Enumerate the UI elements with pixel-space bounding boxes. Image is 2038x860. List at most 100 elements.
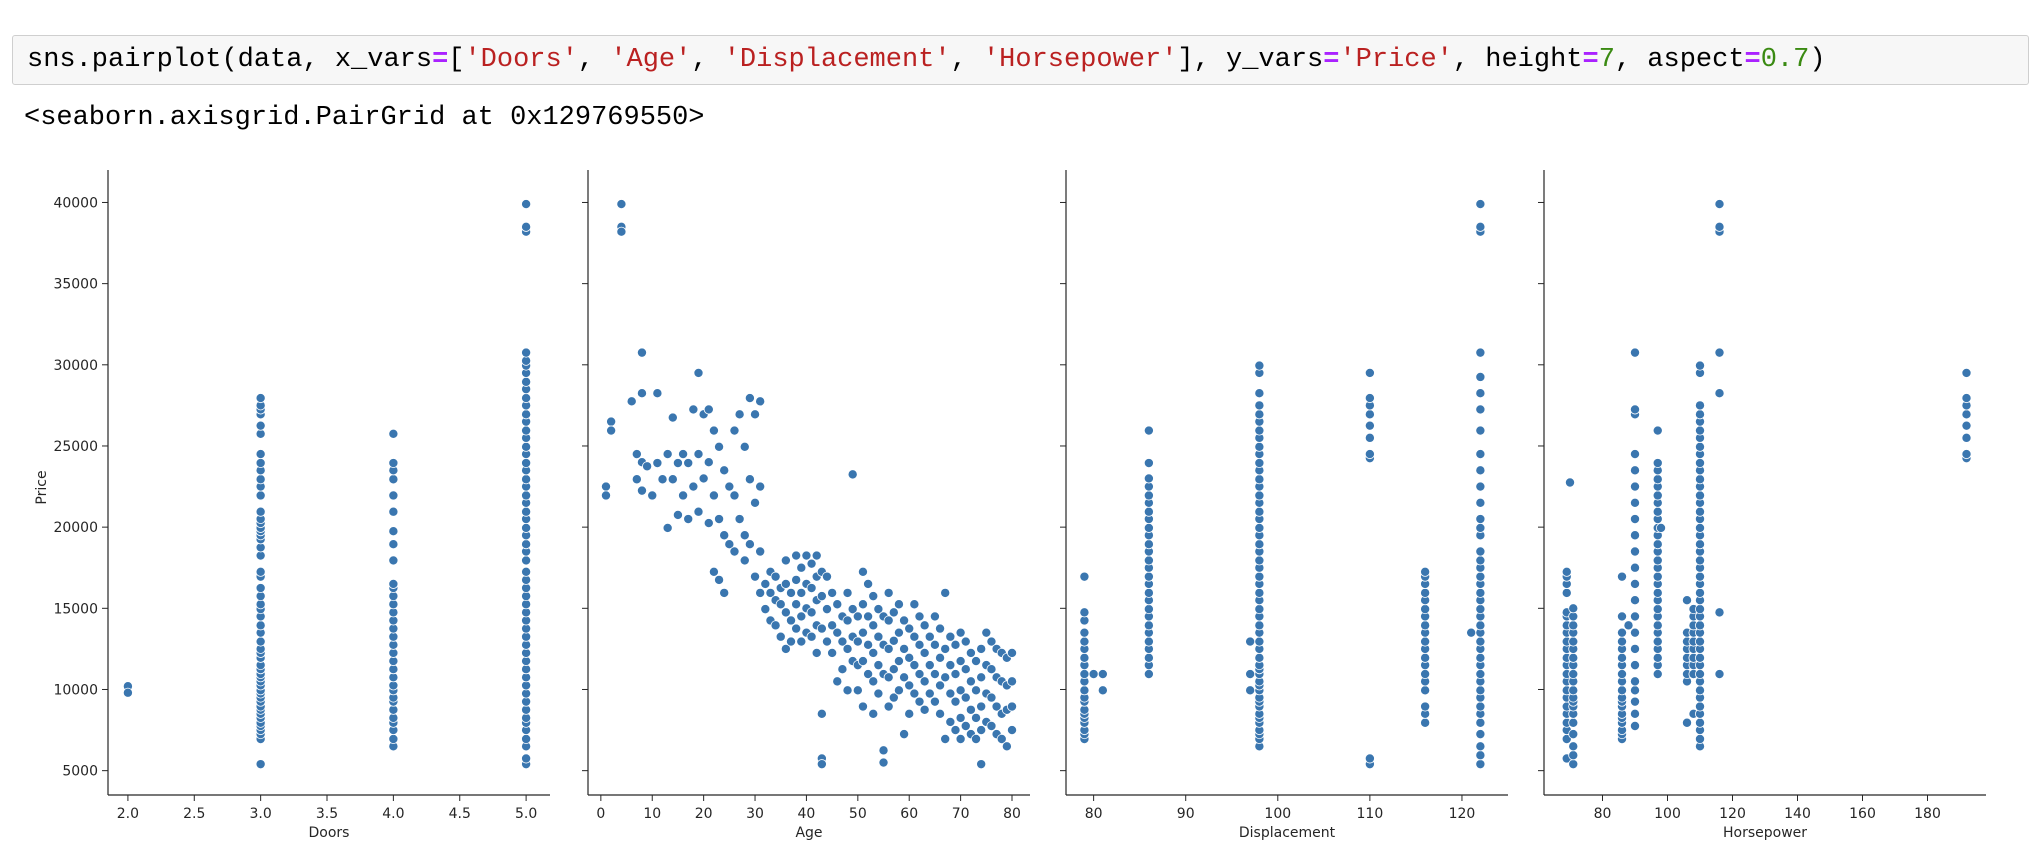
data-point xyxy=(940,672,951,683)
data-point xyxy=(388,474,399,485)
data-point xyxy=(1961,420,1972,431)
data-point xyxy=(755,396,766,407)
data-point xyxy=(786,615,797,626)
data-point xyxy=(1475,750,1486,761)
data-point xyxy=(837,636,848,647)
data-point xyxy=(852,611,863,622)
data-point xyxy=(1961,432,1972,443)
data-point xyxy=(945,660,956,671)
x-tick-label: 70 xyxy=(952,806,970,822)
data-point xyxy=(806,558,817,569)
data-point xyxy=(780,555,791,566)
data-point xyxy=(960,664,971,675)
data-point xyxy=(631,474,642,485)
data-point xyxy=(1420,604,1431,615)
data-point xyxy=(919,620,930,631)
x-tick-label: 100 xyxy=(1654,806,1681,822)
data-point xyxy=(255,759,266,770)
data-point xyxy=(1245,636,1256,647)
data-point xyxy=(1682,595,1693,606)
x-tick-label: 80 xyxy=(1003,806,1021,822)
data-point xyxy=(796,611,807,622)
data-point xyxy=(1652,620,1663,631)
data-point xyxy=(811,647,822,658)
x-tick-label: 3.5 xyxy=(316,806,338,822)
data-point xyxy=(755,587,766,598)
data-point xyxy=(1714,199,1725,210)
x-tick-label: 60 xyxy=(900,806,918,822)
data-point xyxy=(1420,717,1431,728)
data-point xyxy=(801,550,812,561)
data-point xyxy=(935,708,946,719)
code-text: , aspect xyxy=(1614,45,1745,75)
data-point xyxy=(606,416,617,427)
data-point xyxy=(1695,474,1706,485)
data-point xyxy=(986,721,997,732)
data-point xyxy=(1617,652,1628,663)
data-point xyxy=(698,473,709,484)
x-axis-label: Horsepower xyxy=(1723,825,1807,841)
data-point xyxy=(909,631,920,642)
data-point xyxy=(955,733,966,744)
data-point xyxy=(786,636,797,647)
data-point xyxy=(1656,522,1667,533)
data-point xyxy=(122,687,133,698)
data-point xyxy=(1630,595,1641,606)
data-point xyxy=(1695,555,1706,566)
data-point xyxy=(750,571,761,582)
data-point xyxy=(703,518,714,529)
x-tick-label: 180 xyxy=(1914,806,1941,822)
data-point xyxy=(1143,669,1154,680)
data-point xyxy=(965,676,976,687)
data-point xyxy=(1695,652,1706,663)
data-point xyxy=(631,449,642,460)
data-point xyxy=(796,562,807,573)
data-point xyxy=(796,587,807,598)
data-point xyxy=(1630,481,1641,492)
scatter-panel-displacement: 80 90 100 110 120 Displacement xyxy=(1060,170,1508,841)
data-point xyxy=(1630,530,1641,541)
data-point xyxy=(909,688,920,699)
data-point xyxy=(1695,604,1706,615)
data-point xyxy=(1568,685,1579,696)
data-point xyxy=(786,587,797,598)
data-point xyxy=(521,425,532,436)
data-point xyxy=(1652,571,1663,582)
data-point xyxy=(996,733,1007,744)
data-point xyxy=(1097,685,1108,696)
data-point xyxy=(780,643,791,654)
data-point xyxy=(863,578,874,589)
data-point xyxy=(714,441,725,452)
data-point xyxy=(1420,652,1431,663)
data-point xyxy=(1143,539,1154,550)
data-point xyxy=(1254,652,1265,663)
data-point xyxy=(1097,669,1108,680)
data-point xyxy=(1143,490,1154,501)
data-point xyxy=(873,604,884,615)
data-point xyxy=(1617,685,1628,696)
data-point xyxy=(1695,701,1706,712)
data-point xyxy=(652,458,663,469)
data-point xyxy=(1254,571,1265,582)
data-point xyxy=(893,599,904,610)
data-point xyxy=(521,441,532,452)
data-point xyxy=(909,660,920,671)
data-point xyxy=(1143,425,1154,436)
data-point xyxy=(883,672,894,683)
output-repr: <seaborn.axisgrid.PairGrid at 0x12976955… xyxy=(24,103,705,133)
scatter-panel-doors: 5000 10000 15000 20000 25000 30000 35000 40000 2… xyxy=(53,170,550,841)
data-point xyxy=(857,656,868,667)
data-point xyxy=(981,627,992,638)
data-point xyxy=(760,578,771,589)
data-point xyxy=(909,599,920,610)
data-point xyxy=(1568,729,1579,740)
code-cell[interactable]: sns.pairplot(data, x_vars=['Doors', 'Age… xyxy=(12,35,2029,85)
data-point xyxy=(1568,636,1579,647)
data-point xyxy=(1364,753,1375,764)
data-point xyxy=(1695,685,1706,696)
data-point xyxy=(1475,221,1486,232)
data-point xyxy=(893,627,904,638)
data-point xyxy=(708,425,719,436)
data-point xyxy=(832,599,843,610)
data-point xyxy=(1695,458,1706,469)
